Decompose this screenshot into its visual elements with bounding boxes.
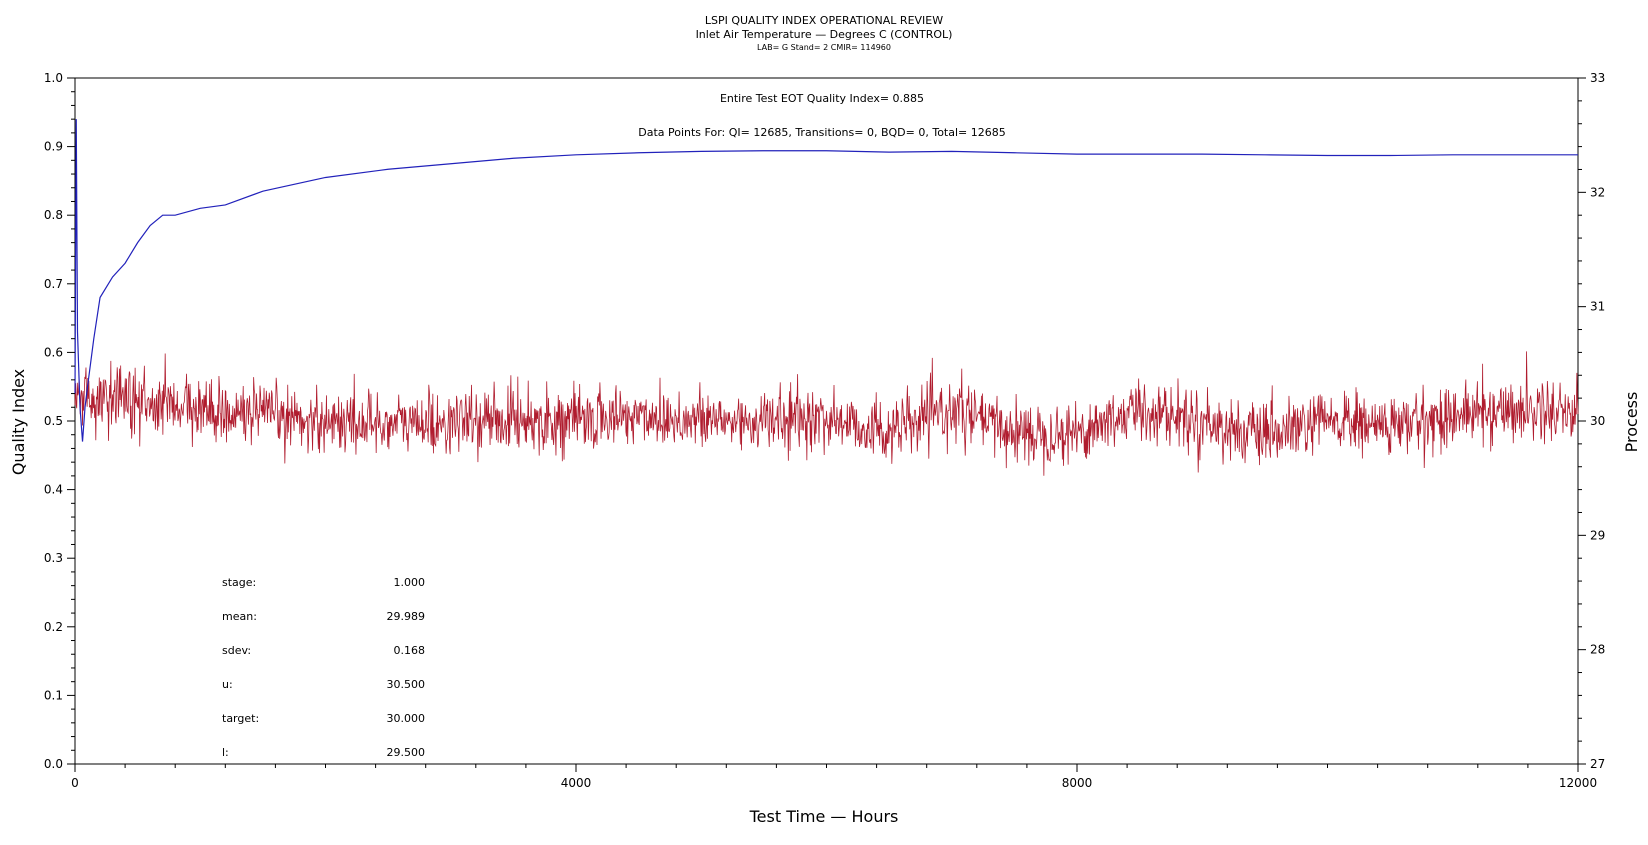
stat-label: target: xyxy=(222,712,259,725)
stat-value: 1.000 xyxy=(394,576,426,589)
chart-subtitle-2: LAB= G Stand= 2 CMIR= 114960 xyxy=(757,43,891,52)
stat-label: stage: xyxy=(222,576,256,589)
data-points-annotation: Data Points For: QI= 12685, Transitions=… xyxy=(638,126,1006,139)
y-tick-label: 0.9 xyxy=(44,140,63,154)
x-axis-label: Test Time — Hours xyxy=(749,807,899,826)
stat-label: u: xyxy=(222,678,233,691)
stat-value: 30.000 xyxy=(387,712,426,725)
stat-value: 30.500 xyxy=(387,678,426,691)
x-tick-label: 8000 xyxy=(1062,776,1093,790)
y2-axis-label: Process xyxy=(1622,392,1641,453)
stat-label: mean: xyxy=(222,610,257,623)
y-tick-label: 0.4 xyxy=(44,483,63,497)
stat-label: l: xyxy=(222,746,229,759)
quality-index-series-line xyxy=(74,119,1578,442)
y-tick-label: 0.6 xyxy=(44,345,63,359)
eot-quality-index-annotation: Entire Test EOT Quality Index= 0.885 xyxy=(720,92,924,105)
stat-value: 29.500 xyxy=(387,746,426,759)
y-tick-label: 0.0 xyxy=(44,757,63,771)
stat-value: 0.168 xyxy=(394,644,426,657)
y2-tick-label: 28 xyxy=(1590,643,1605,657)
process-series-line xyxy=(74,351,1579,476)
y-tick-label: 1.0 xyxy=(44,71,63,85)
x-tick-label: 0 xyxy=(71,776,79,790)
y2-tick-label: 32 xyxy=(1590,185,1605,199)
y2-tick-label: 27 xyxy=(1590,757,1605,771)
chart-title: LSPI QUALITY INDEX OPERATIONAL REVIEW xyxy=(705,14,943,27)
y-tick-label: 0.2 xyxy=(44,620,63,634)
y-tick-label: 0.8 xyxy=(44,208,63,222)
y2-tick-label: 30 xyxy=(1590,414,1605,428)
y-tick-label: 0.5 xyxy=(44,414,63,428)
y-tick-label: 0.7 xyxy=(44,277,63,291)
y2-tick-label: 31 xyxy=(1590,300,1605,314)
x-tick-label: 4000 xyxy=(561,776,592,790)
series-group xyxy=(74,119,1579,476)
y-axis-label: Quality Index xyxy=(9,369,28,475)
stat-label: sdev: xyxy=(222,644,251,657)
x-tick-label: 12000 xyxy=(1559,776,1597,790)
axes-group: 0.0 0.1 0.2 0.3 0.4 0.5 0.6 0.7 0.8 0.9 1.0 27 28 29 3… xyxy=(44,71,1605,790)
y2-tick-label: 33 xyxy=(1590,71,1605,85)
stats-block: stage: 1.000 mean: 29.989 sdev: 0.168 u:… xyxy=(222,576,425,759)
chart-subtitle: Inlet Air Temperature — Degrees C (CONTR… xyxy=(696,28,953,41)
stat-value: 29.989 xyxy=(387,610,426,623)
y-tick-label: 0.1 xyxy=(44,688,63,702)
y2-tick-label: 29 xyxy=(1590,528,1605,542)
y-tick-label: 0.3 xyxy=(44,551,63,565)
